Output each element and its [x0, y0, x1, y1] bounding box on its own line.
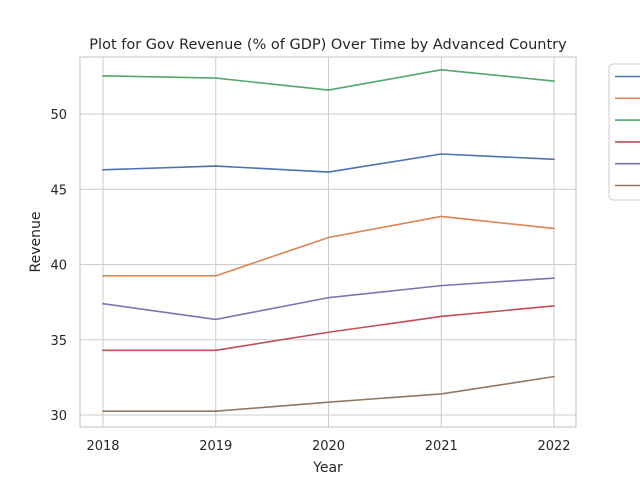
x-tick-label: 2018: [86, 439, 119, 454]
x-axis-label: Year: [312, 460, 343, 476]
chart-title: Plot for Gov Revenue (% of GDP) Over Tim…: [89, 37, 567, 53]
series-line-3: [102, 68, 555, 91]
y-tick-label: 40: [50, 259, 67, 274]
y-tick-label: 35: [50, 334, 67, 349]
x-tick-label: 2019: [199, 439, 232, 454]
series-line-5: [102, 277, 555, 321]
y-axis-label: Revenue: [28, 212, 44, 273]
y-tick-labels: 30 35 40 45 50: [50, 108, 67, 424]
x-tick-label: 2022: [537, 439, 570, 454]
y-tick-label: 30: [50, 409, 67, 424]
series-line-1: [102, 153, 555, 173]
legend-box: [608, 63, 640, 201]
x-tick-label: 2021: [425, 439, 458, 454]
series-lines: [102, 68, 555, 413]
plot-area-frame: [79, 56, 577, 428]
y-tick-label: 45: [50, 183, 67, 198]
series-line-2: [102, 215, 555, 277]
x-tick-label: 2020: [312, 439, 345, 454]
legend: [608, 63, 640, 201]
x-tick-labels: 2018 2019 2020 2021 2022: [86, 439, 570, 454]
series-line-4: [102, 305, 555, 352]
gridlines: [80, 57, 576, 427]
y-tick-label: 50: [50, 108, 67, 123]
series-line-6: [102, 375, 555, 413]
